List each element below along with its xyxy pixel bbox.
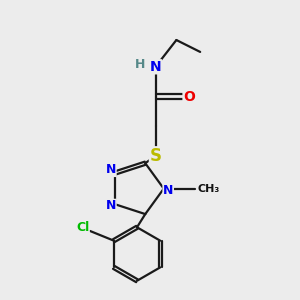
Text: N: N	[163, 184, 173, 196]
Text: N: N	[150, 60, 161, 74]
Text: H: H	[135, 58, 145, 71]
Text: N: N	[106, 199, 116, 212]
Text: S: S	[150, 147, 162, 165]
Text: N: N	[106, 164, 116, 176]
Text: CH₃: CH₃	[198, 184, 220, 194]
Text: O: O	[183, 89, 195, 103]
Text: Cl: Cl	[76, 221, 89, 234]
